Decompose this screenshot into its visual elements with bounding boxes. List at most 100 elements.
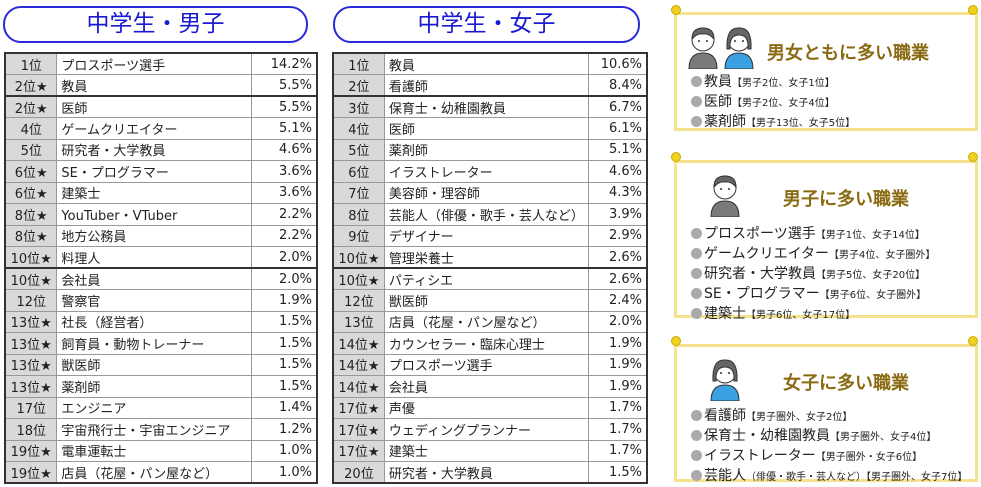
pin-icon <box>671 5 681 15</box>
job-cell: 研究者・大学教員 <box>383 461 589 484</box>
percent-cell: 5.1% <box>251 117 318 140</box>
pin-icon <box>968 5 978 15</box>
job-cell: 宇宙飛行士・宇宙エンジニア <box>56 418 253 441</box>
percent-cell: 10.6% <box>587 52 648 75</box>
percent-cell: 6.7% <box>587 95 648 118</box>
percent-cell: 3.9% <box>587 203 648 226</box>
table-row: 19位★ 電車運転士 1.0% <box>4 439 318 462</box>
job-cell: 保育士・幼稚園教員 <box>383 95 589 118</box>
table-row: 17位★ ウェディングプランナー 1.7% <box>332 418 648 441</box>
rank-cell: 17位★ <box>332 396 385 419</box>
table-row: 14位★ プロスポーツ選手 1.9% <box>332 353 648 376</box>
percent-cell: 1.9% <box>587 332 648 355</box>
rank-cell: 10位★ <box>4 267 58 290</box>
rank-cell: 17位★ <box>332 439 385 462</box>
percent-cell: 5.5% <box>251 95 318 118</box>
job-cell: 飼育員・動物トレーナー <box>56 332 253 355</box>
job-cell: ゲームクリエイター <box>56 117 253 140</box>
percent-cell: 5.1% <box>587 138 648 161</box>
percent-cell: 1.7% <box>587 396 648 419</box>
table-row: 10位★ パティシエ 2.6% <box>332 267 648 290</box>
job-cell: カウンセラー・臨床心理士 <box>383 332 589 355</box>
female-title: 中学生・女子 <box>333 6 640 43</box>
percent-cell: 1.7% <box>587 439 648 462</box>
table-row: 13位★ 社長（経営者） 1.5% <box>4 310 318 333</box>
rank-cell: 4位 <box>4 117 58 140</box>
girl-icon <box>721 23 757 70</box>
table-row: 5位 薬剤師 5.1% <box>332 138 648 161</box>
rank-note: 【男子2位、女子1位】 <box>732 78 835 89</box>
percent-cell: 6.1% <box>587 117 648 140</box>
job-cell: 研究者・大学教員 <box>56 138 253 161</box>
rank-cell: 8位★ <box>4 203 58 226</box>
percent-cell: 2.2% <box>251 203 318 226</box>
percent-cell: 1.0% <box>251 461 318 484</box>
table-row: 8位★ YouTuber・VTuber 2.2% <box>4 203 318 226</box>
table-row: 6位★ SE・プログラマー 3.6% <box>4 160 318 183</box>
table-row: 3位 保育士・幼稚園教員 6.7% <box>332 95 648 118</box>
list-item: 教員【男子2位、女子1位】 <box>691 73 855 93</box>
job-cell: エンジニア <box>56 396 253 419</box>
rank-note: 【男子2位、女子4位】 <box>732 98 835 109</box>
job-name: イラストレーター <box>704 448 816 464</box>
pin-icon <box>968 152 978 162</box>
bullet-icon <box>691 268 702 279</box>
boy-icon <box>707 171 743 218</box>
job-cell: 獣医師 <box>56 353 253 376</box>
percent-cell: 1.5% <box>251 310 318 333</box>
panel-male: 男子に多い職業 プロスポーツ選手【男子1位、女子14位】 ゲームクリエイター【男子… <box>674 160 978 322</box>
job-cell: プロスポーツ選手 <box>56 52 253 75</box>
table-row: 9位 デザイナー 2.9% <box>332 224 648 247</box>
job-name: 薬剤師 <box>704 114 746 130</box>
percent-cell: 2.0% <box>251 246 318 269</box>
job-name: 芸能人 <box>704 468 746 484</box>
rank-cell: 12位 <box>332 289 385 312</box>
panel-title: 女子に多い職業 <box>783 373 909 394</box>
job-cell: 会社員 <box>56 267 253 290</box>
table-row: 12位 警察官 1.9% <box>4 289 318 312</box>
job-cell: 地方公務員 <box>56 224 253 247</box>
rank-cell: 7位 <box>332 181 385 204</box>
table-row: 14位★ 会社員 1.9% <box>332 375 648 398</box>
job-cell: 薬剤師 <box>383 138 589 161</box>
table-row: 7位 美容師・理容師 4.3% <box>332 181 648 204</box>
percent-cell: 14.2% <box>251 52 318 75</box>
bullet-icon <box>691 288 702 299</box>
job-cell: 建築士 <box>383 439 589 462</box>
rank-cell: 12位 <box>4 289 58 312</box>
list-item: 医師【男子2位、女子4位】 <box>691 93 855 113</box>
bullet-icon <box>691 248 702 259</box>
percent-cell: 4.6% <box>251 138 318 161</box>
rank-cell: 13位 <box>332 310 385 333</box>
percent-cell: 1.0% <box>251 439 318 462</box>
rank-note: 【男子5位、女子20位】 <box>816 270 926 281</box>
table-row: 14位★ カウンセラー・臨床心理士 1.9% <box>332 332 648 355</box>
job-cell: パティシエ <box>383 267 589 290</box>
job-cell: イラストレーター <box>383 160 589 183</box>
percent-cell: 2.0% <box>251 267 318 290</box>
list-item: 研究者・大学教員【男子5位、女子20位】 <box>691 265 935 285</box>
percent-cell: 1.9% <box>251 289 318 312</box>
table-row: 13位★ 薬剤師 1.5% <box>4 375 318 398</box>
percent-cell: 2.2% <box>251 224 318 247</box>
percent-cell: 8.4% <box>587 74 648 97</box>
rank-cell: 18位 <box>4 418 58 441</box>
table-row: 10位★ 料理人 2.0% <box>4 246 318 269</box>
percent-cell: 1.4% <box>251 396 318 419</box>
rank-cell: 14位★ <box>332 332 385 355</box>
table-row: 5位 研究者・大学教員 4.6% <box>4 138 318 161</box>
table-row: 20位 研究者・大学教員 1.5% <box>332 461 648 484</box>
percent-cell: 4.6% <box>587 160 648 183</box>
rank-note: 【男子4位、女子圏外】 <box>829 250 936 261</box>
job-name: 研究者・大学教員 <box>704 266 816 282</box>
job-name: プロスポーツ選手 <box>704 226 816 242</box>
boy-icon <box>685 23 721 70</box>
table-row: 12位 獣医師 2.4% <box>332 289 648 312</box>
rank-note: 【男子圏外、女子7位】 <box>866 472 968 483</box>
rank-cell: 13位★ <box>4 310 58 333</box>
rank-note: 【男子1位、女子14位】 <box>815 230 925 241</box>
panel-title: 男女ともに多い職業 <box>767 43 929 64</box>
percent-cell: 2.0% <box>587 310 648 333</box>
rank-cell: 6位★ <box>4 181 58 204</box>
job-cell: 薬剤師 <box>56 375 253 398</box>
